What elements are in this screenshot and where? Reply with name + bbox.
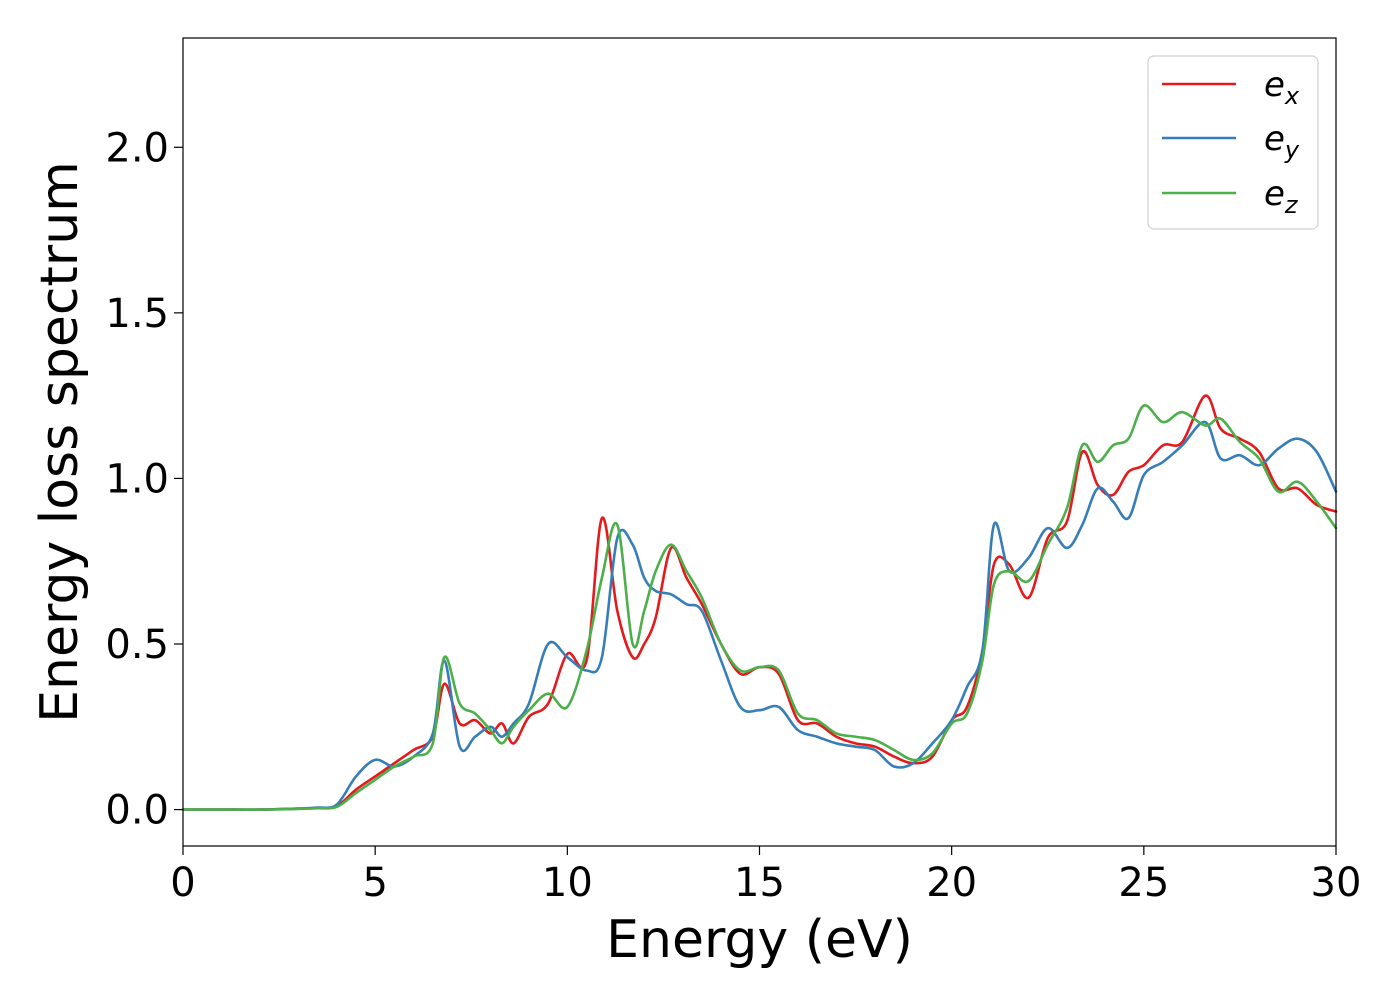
x-tick-label: 5: [362, 860, 387, 906]
y-tick-label: 1.5: [105, 291, 169, 337]
legend-box: [1147, 55, 1319, 230]
y-tick-label: 0.5: [105, 622, 169, 668]
x-tick-label: 30: [1311, 860, 1362, 906]
x-axis-label: Energy (eV): [606, 910, 913, 970]
x-tick-label: 0: [170, 860, 195, 906]
x-tick-label: 15: [734, 860, 785, 906]
x-axis-ticks: 0 5 10 15 20 25 30: [170, 846, 1361, 906]
y-tick-label: 0.0: [105, 788, 169, 834]
y-axis-ticks: 0.0 0.5 1.0 1.5 2.0: [105, 125, 183, 834]
series-line-ez: [181, 404, 1338, 811]
series-group: [181, 394, 1338, 811]
x-tick-label: 20: [926, 860, 977, 906]
y-tick-label: 2.0: [105, 125, 169, 171]
legend-label-ey: ey: [1264, 119, 1300, 164]
x-tick-label: 25: [1118, 860, 1169, 906]
y-tick-label: 1.0: [105, 456, 169, 502]
y-axis-label: Energy loss spectrum: [30, 161, 90, 723]
x-tick-label: 10: [542, 860, 593, 906]
legend-label-ez: ez: [1264, 174, 1299, 219]
legend: ex ey ez: [1147, 55, 1319, 230]
legend-label-ex: ex: [1264, 65, 1300, 110]
